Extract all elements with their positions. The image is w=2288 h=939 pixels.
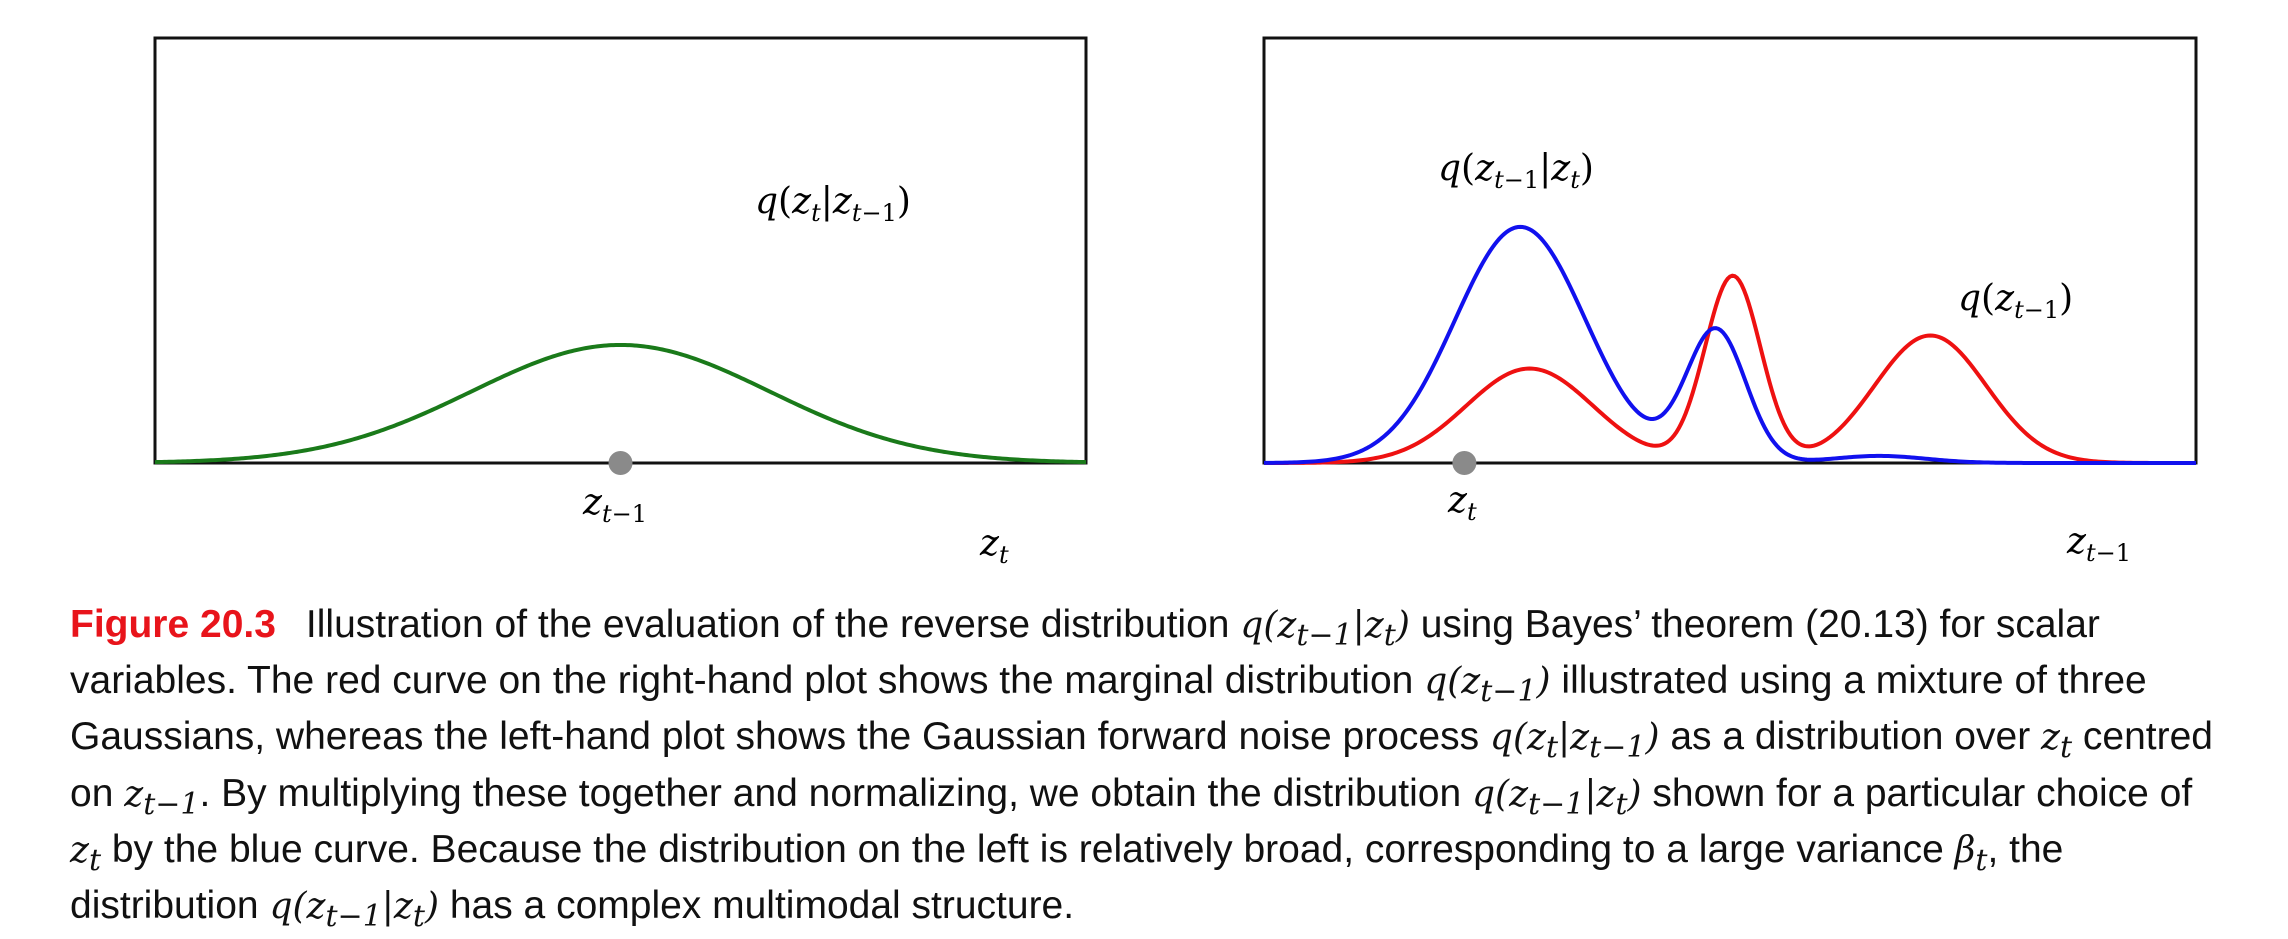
right-red-curve-label: q(zt−1) [1958, 278, 2073, 324]
caption-text-10: has a complex multimodal structure. [439, 883, 1075, 927]
caption-text-2: using Bayes’ theorem (20.13) for scalar … [70, 603, 2100, 703]
caption-math-marginal: q(zt−1) [1424, 661, 1551, 710]
z-t-marker [1452, 451, 1477, 475]
caption-math-reverse: q(zt−1|zt) [1240, 605, 1410, 654]
blue-reverse-curve [1263, 224, 2196, 465]
right-x-axis-label: zt−1 [2066, 521, 2131, 567]
caption-text-7: shown for a particular choice of [1641, 771, 2193, 815]
right-plot-frame [1262, 36, 2198, 465]
left-marker-label: zt−1 [582, 482, 647, 528]
left-panel: q(zt|zt−1) zt−1 zt [153, 36, 1088, 569]
caption-math-reverse-2: q(zt−1|zt) [1472, 773, 1642, 822]
right-panel: q(zt−1|zt) q(zt−1) zt zt−1 [1262, 36, 2198, 567]
caption-math-reverse-3: q(zt−1|zt) [269, 885, 439, 935]
caption-text-8: by the blue curve. Because the distribut… [101, 827, 1955, 871]
caption-math-forward: q(zt|zt−1) [1489, 717, 1660, 766]
caption-text-1: Illustration of the evaluation of the re… [305, 603, 1241, 646]
caption-text-3: illustrated using a mixture of three Gau… [70, 659, 2147, 759]
caption-math-zt-2: zt [70, 829, 102, 878]
right-marker-label: zt [1447, 480, 1477, 526]
caption-math-ztm1: zt−1 [124, 773, 200, 822]
left-plot-frame [153, 36, 1088, 465]
caption-text-6: . By multiplying these together and norm… [199, 771, 1473, 815]
left-curve-label: q(zt|zt−1) [755, 181, 911, 227]
figure-caption: Figure 20.3 Illustration of the evaluatio… [70, 602, 2220, 939]
caption-math-zt: zt [2041, 717, 2073, 766]
caption-text-9: , the distribution [70, 827, 2064, 927]
figure-panels: q(zt|zt−1) zt−1 zt q(zt−1|zt) q(zt−1) zt… [153, 36, 2198, 569]
red-marginal-curve [1263, 273, 2196, 465]
right-blue-curve-label: q(zt−1|zt) [1438, 148, 1594, 194]
z-t-minus-1-marker [608, 451, 633, 475]
caption-text-5: centred on [70, 715, 2213, 815]
caption-math-beta: βt [1954, 829, 1988, 878]
green-forward-noise-curve [154, 342, 1087, 465]
left-x-axis-label: zt [979, 523, 1009, 569]
caption-text-4: as a distribution over [1659, 715, 2042, 759]
figure-label: Figure 20.3 [70, 603, 276, 646]
